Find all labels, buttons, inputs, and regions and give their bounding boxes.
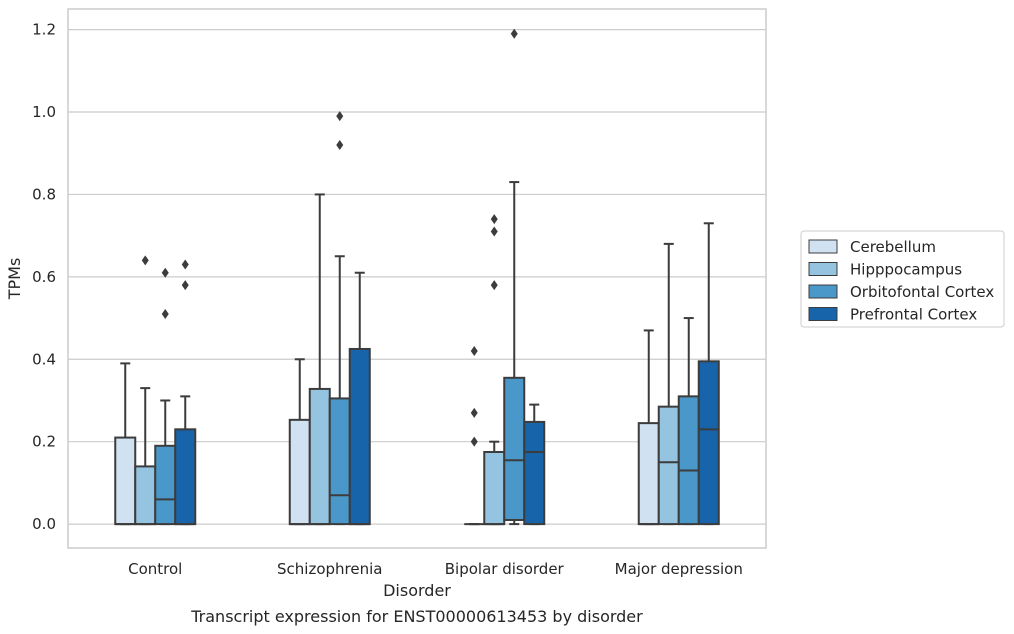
outlier-point [161, 308, 169, 319]
legend-swatch [808, 284, 838, 299]
outlier-point [181, 280, 189, 291]
box-group [523, 403, 546, 526]
legend-label: Orbitofontal Cortex [850, 283, 994, 301]
box [348, 347, 371, 526]
outlier-point [181, 259, 189, 270]
box [503, 376, 526, 521]
outlier-point [336, 139, 344, 150]
outlier-point [490, 214, 498, 225]
box [134, 465, 157, 526]
x-axis-title: Disorder [383, 581, 451, 600]
y-tick-label: 0.2 [32, 433, 56, 451]
plot-area-frame [67, 8, 767, 549]
legend-label: Prefrontal Cortex [850, 306, 977, 324]
y-axis-ticks: 0.0 0.2 0.4 0.6 0.8 1.0 1.2 [32, 21, 56, 533]
legend-label: Cerebellum [850, 238, 936, 256]
outlier-point [141, 255, 149, 266]
box [637, 422, 660, 526]
box [288, 418, 311, 526]
box-group [637, 329, 660, 526]
y-tick-label: 1.2 [32, 21, 56, 39]
box-group [134, 255, 157, 526]
box [677, 395, 700, 526]
outlier-point [510, 28, 518, 39]
legend-frame [800, 230, 1005, 328]
x-tick-label: Bipolar disorder [445, 560, 565, 578]
y-tick-label: 0.4 [32, 350, 56, 368]
box-group [288, 358, 311, 526]
legend-swatch [808, 262, 838, 276]
y-tick-label: 0.8 [32, 185, 56, 203]
box [697, 360, 720, 526]
box-group [114, 362, 137, 526]
box-group [464, 346, 485, 526]
x-tick-label: Schizophrenia [277, 560, 382, 578]
box-group [697, 222, 720, 526]
box-group [328, 111, 351, 526]
x-tick-label: Control [128, 560, 182, 578]
outlier-point [470, 407, 478, 418]
box-group [174, 259, 197, 526]
box-group [483, 214, 506, 526]
legend: Cerebellum Hipppocampus Orbitofontal Corte… [800, 230, 1005, 328]
box [657, 405, 680, 526]
legend-label: Hipppocampus [850, 261, 962, 279]
box-group [657, 242, 680, 526]
outlier-point [490, 226, 498, 237]
box [523, 420, 546, 526]
outlier-point [470, 346, 478, 357]
box [114, 436, 137, 526]
box [154, 444, 177, 526]
box [174, 428, 197, 526]
x-tick-label: Major depression [615, 560, 743, 578]
y-tick-label: 0.0 [32, 515, 56, 533]
outlier-point [470, 436, 478, 447]
outlier-point [490, 280, 498, 291]
box [483, 450, 506, 526]
outlier-point [336, 111, 344, 122]
y-tick-label: 1.0 [32, 103, 56, 121]
x-axis-ticks: Control Schizophrenia Bipolar disorder Majo… [128, 560, 743, 578]
y-axis-title: TPMs [5, 258, 24, 301]
box [308, 387, 331, 526]
box-group [154, 267, 177, 526]
legend-swatch [808, 307, 838, 321]
box [328, 397, 351, 526]
y-tick-label: 0.6 [32, 268, 56, 286]
chart-caption: Transcript expression for ENST0000061345… [190, 607, 643, 626]
box-group [348, 271, 371, 526]
legend-swatch [808, 239, 838, 254]
outlier-point [161, 267, 169, 278]
box-series [114, 28, 720, 526]
box-group [677, 317, 700, 526]
